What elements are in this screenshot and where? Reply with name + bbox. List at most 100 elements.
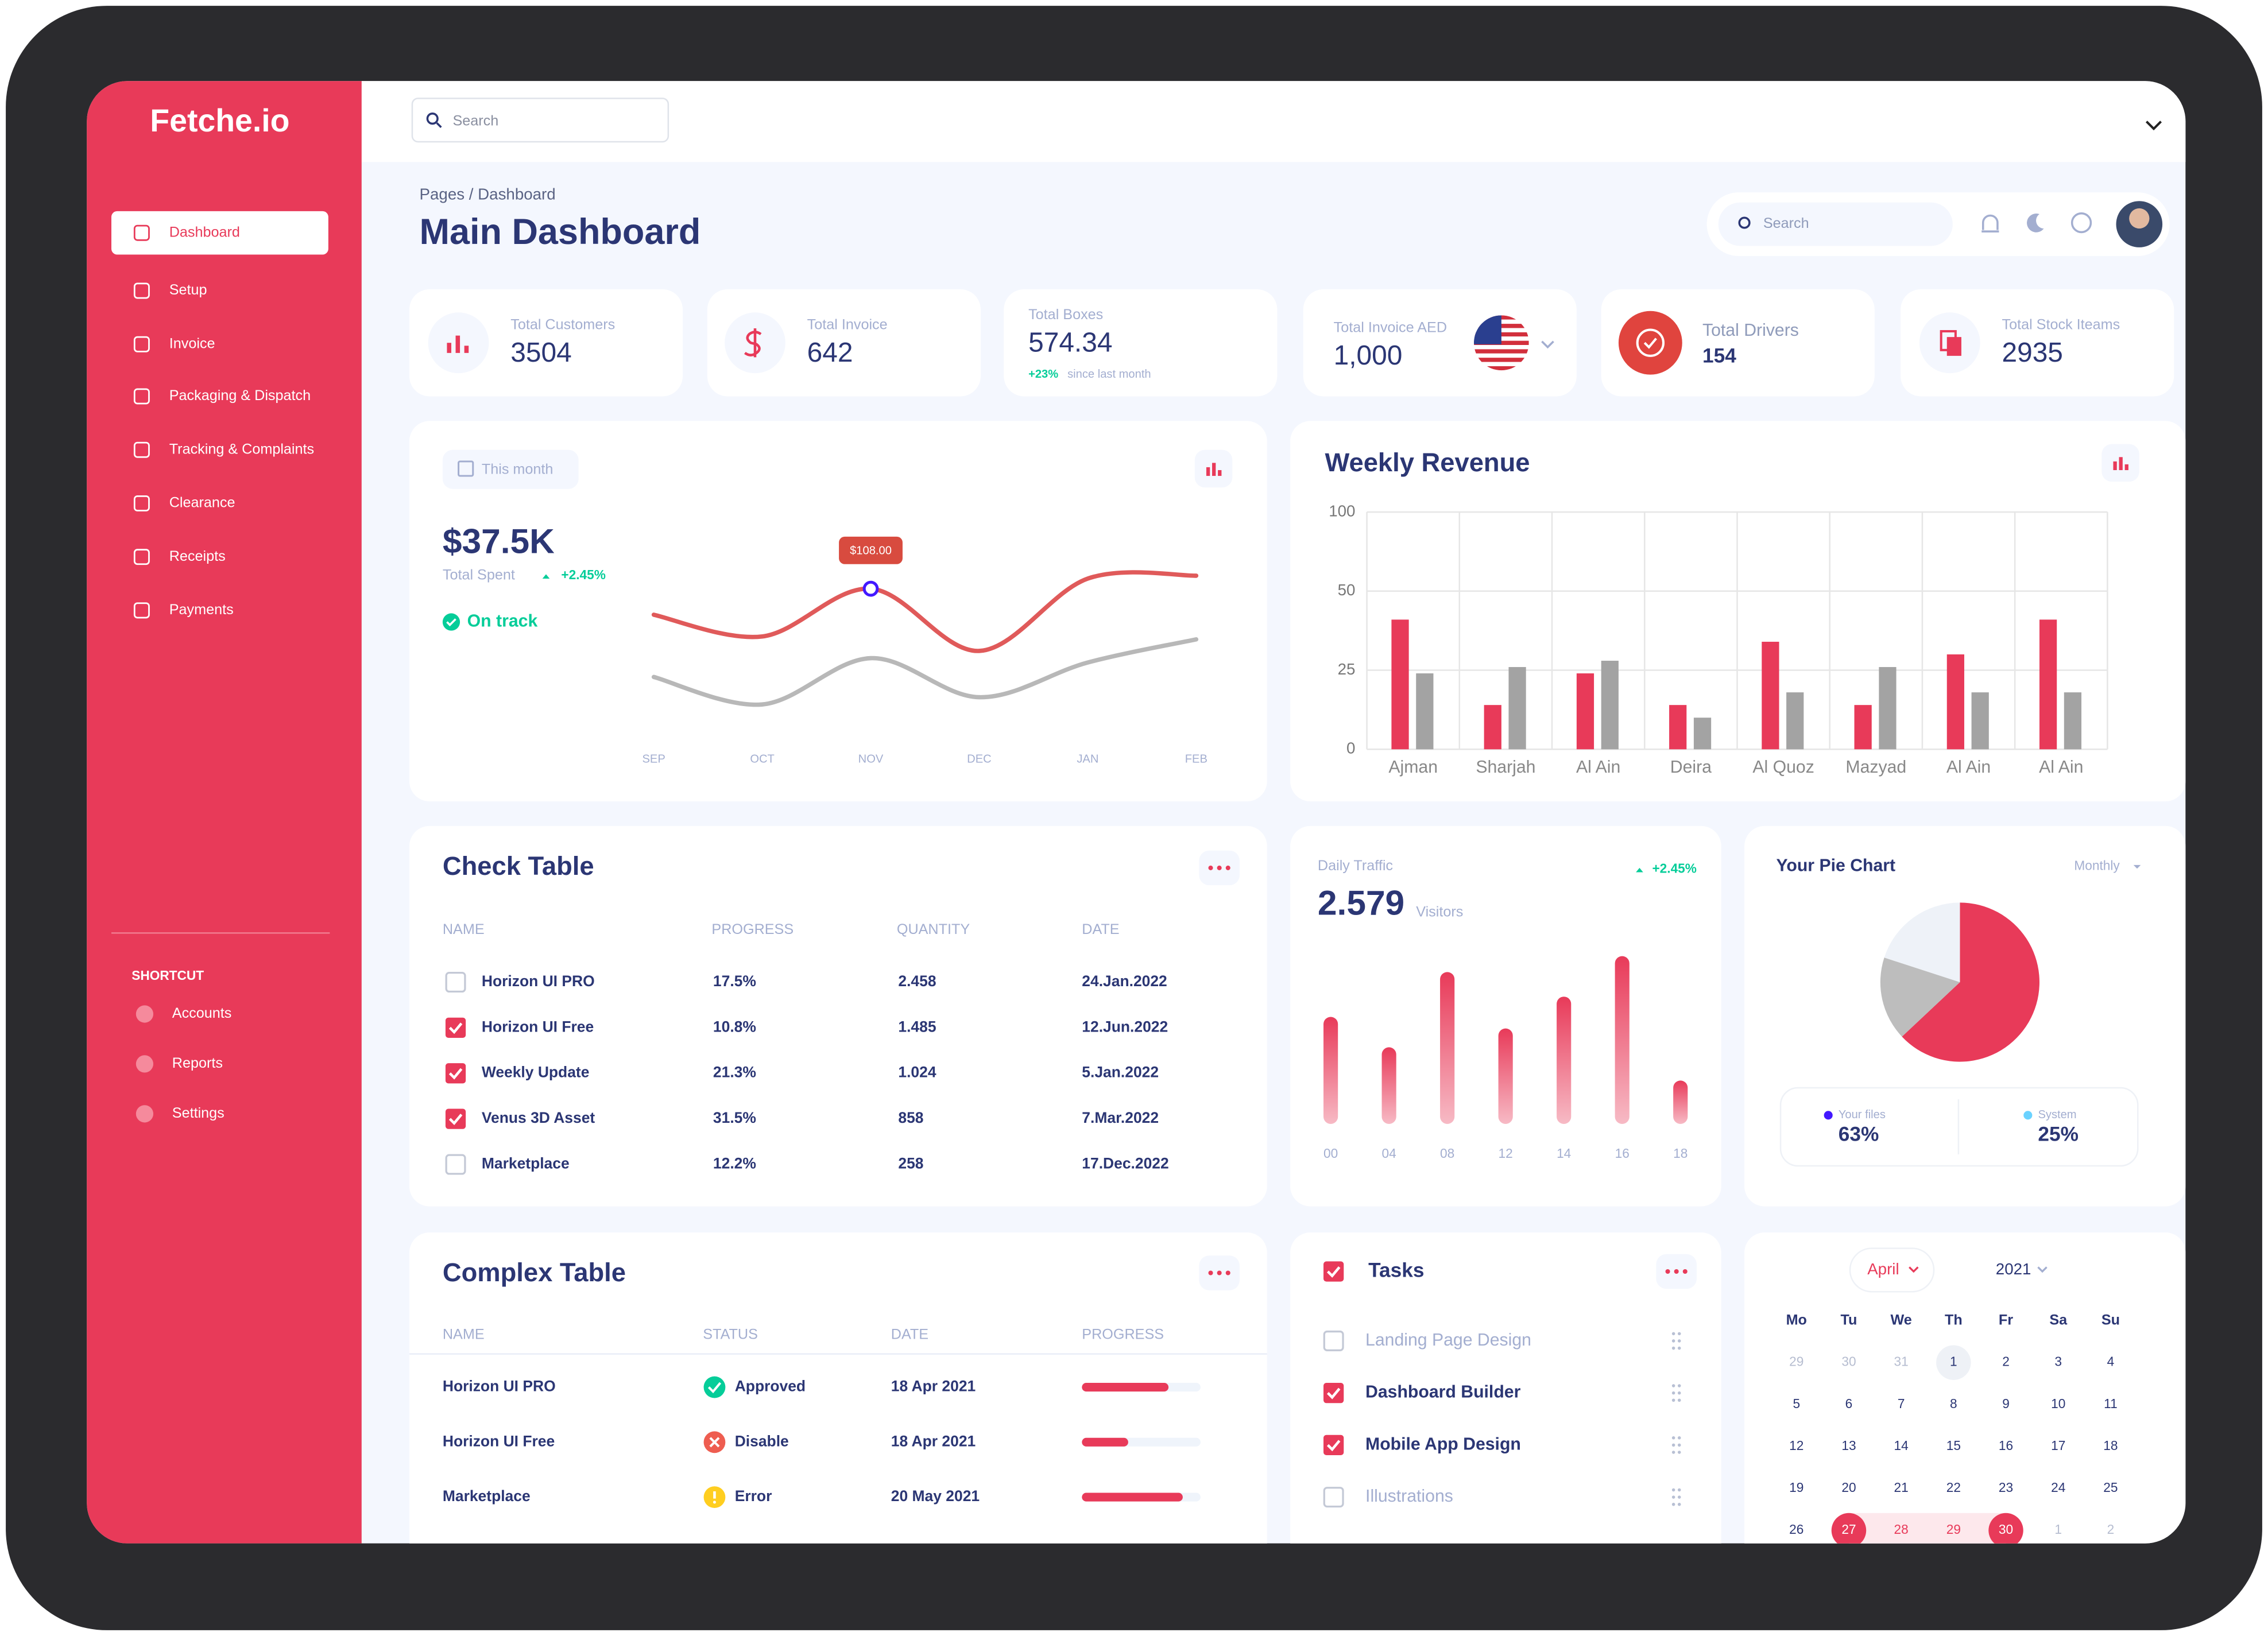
calendar-day[interactable]: 18	[2103, 1438, 2118, 1453]
checkbox[interactable]	[445, 1108, 466, 1129]
shortcut-item[interactable]: Reports	[172, 1055, 223, 1071]
checkbox[interactable]	[1323, 1383, 1344, 1404]
weekday: Th	[1945, 1312, 1963, 1328]
shortcut-icon	[136, 1005, 154, 1023]
calendar-day[interactable]: 9	[2002, 1396, 2010, 1411]
bar	[1391, 619, 1409, 750]
calendar-day[interactable]: 13	[1841, 1438, 1856, 1453]
checkbox[interactable]	[1323, 1330, 1344, 1351]
calendar-day[interactable]: 1	[1950, 1354, 1957, 1369]
checkbox[interactable]	[1323, 1487, 1344, 1508]
nav-item[interactable]: Payments	[169, 602, 234, 618]
y-tick-label: 25	[1338, 660, 1356, 678]
flag-dropdown[interactable]	[1541, 340, 1554, 349]
cell: Marketplace	[482, 1154, 570, 1172]
stat-label: Total Drivers	[1702, 321, 1799, 340]
calendar-day[interactable]: 24	[2051, 1480, 2065, 1495]
checkbox[interactable]	[1323, 1435, 1344, 1456]
drag-handle-dot	[1671, 1488, 1675, 1492]
nav-icon	[133, 549, 150, 565]
calendar-day[interactable]: 22	[1946, 1480, 1961, 1495]
checkbox[interactable]	[445, 1017, 466, 1038]
x-tick-label: Ajman	[1388, 758, 1438, 777]
calendar-day[interactable]: 5	[1793, 1396, 1800, 1411]
status-icon	[442, 613, 460, 631]
task-label: Illustrations	[1365, 1487, 1453, 1506]
header-search[interactable]	[1718, 202, 1953, 246]
shortcut-item[interactable]: Settings	[172, 1105, 225, 1121]
nav-item[interactable]: Dashboard	[169, 224, 240, 240]
top-search-placeholder: Search	[452, 113, 498, 129]
calendar-day[interactable]: 12	[1789, 1438, 1803, 1453]
menu-dot	[1217, 865, 1222, 870]
calendar-day[interactable]: 11	[2104, 1396, 2118, 1411]
calendar-day[interactable]: 29	[1789, 1354, 1803, 1369]
calendar-day[interactable]: 21	[1894, 1480, 1909, 1495]
shortcut-item[interactable]: Accounts	[172, 1005, 232, 1021]
calendar-day[interactable]: 27	[1841, 1522, 1856, 1537]
calendar-day[interactable]: 14	[1894, 1438, 1909, 1453]
menu-dot	[1665, 1269, 1670, 1274]
today-marker	[1936, 1345, 1971, 1380]
nav-active[interactable]	[111, 211, 328, 255]
calendar-day[interactable]: 25	[2103, 1480, 2118, 1495]
nav-item[interactable]: Invoice	[169, 335, 215, 351]
calendar-day[interactable]: 10	[2051, 1396, 2065, 1411]
calendar-day[interactable]: 2	[2002, 1354, 2010, 1369]
calendar-day[interactable]: 23	[1999, 1480, 2013, 1495]
period-button[interactable]	[442, 449, 579, 489]
checkbox[interactable]	[445, 971, 466, 993]
drag-handle-dot	[1671, 1443, 1675, 1447]
nav-item[interactable]: Receipts	[169, 548, 226, 564]
calendar-day[interactable]: 6	[1845, 1396, 1853, 1411]
bell-icon[interactable]	[1981, 214, 1999, 232]
bar	[1879, 667, 1897, 750]
moon-icon[interactable]	[2027, 213, 2044, 232]
bar	[1323, 1017, 1338, 1124]
calendar-day[interactable]: 2	[2107, 1522, 2115, 1537]
weekday: Tu	[1841, 1312, 1857, 1328]
month-select[interactable]	[1849, 1247, 1935, 1293]
calendar-year[interactable]: 2021	[1996, 1260, 2031, 1278]
x-tick-label: 04	[1382, 1146, 1396, 1161]
chart-button-bar	[1218, 470, 1222, 476]
tasks-title: Tasks	[1368, 1259, 1424, 1281]
calendar-day[interactable]: 16	[1999, 1438, 2013, 1453]
calendar-day[interactable]: 20	[1841, 1480, 1856, 1495]
calendar-day[interactable]: 31	[1894, 1354, 1909, 1369]
nav-item[interactable]: Packaging & Dispatch	[169, 387, 311, 404]
checkbox[interactable]	[1323, 1261, 1344, 1282]
cell: Venus 3D Asset	[482, 1109, 595, 1126]
calendar-day[interactable]: 19	[1789, 1480, 1803, 1495]
period-select[interactable]: Monthly	[2074, 858, 2120, 873]
card	[409, 289, 683, 397]
x-tick-label: Sharjah	[1476, 758, 1535, 777]
stat-icon-bar	[447, 343, 451, 353]
calendar-day[interactable]: 29	[1946, 1522, 1961, 1537]
nav-item[interactable]: Setup	[169, 282, 207, 298]
calendar-day[interactable]: 26	[1789, 1522, 1803, 1537]
stat-value: 154	[1702, 345, 1736, 367]
calendar-day[interactable]: 3	[2054, 1354, 2062, 1369]
avatar-face	[2129, 208, 2150, 229]
calendar-day[interactable]: 17	[2051, 1438, 2065, 1453]
calendar-day[interactable]: 7	[1898, 1396, 1905, 1411]
calendar-day[interactable]: 30	[1999, 1522, 2013, 1537]
calendar-day[interactable]: 4	[2107, 1354, 2115, 1369]
nav-item[interactable]: Clearance	[169, 495, 235, 511]
calendar-day[interactable]: 1	[2054, 1522, 2062, 1537]
x-tick-label: 16	[1615, 1146, 1630, 1161]
stat-icon-bar	[455, 335, 460, 353]
top-search[interactable]	[411, 98, 669, 143]
calendar-day[interactable]: 15	[1946, 1438, 1961, 1453]
info-icon[interactable]	[2070, 212, 2092, 234]
x-tick-label: 00	[1323, 1146, 1338, 1161]
calendar-day[interactable]: 28	[1894, 1522, 1909, 1537]
calendar-day[interactable]: 8	[1950, 1396, 1957, 1411]
nav-item[interactable]: Tracking & Complaints	[169, 441, 314, 457]
checkbox[interactable]	[445, 1154, 466, 1175]
stat-change: +23%	[1028, 368, 1058, 381]
calendar-day[interactable]: 30	[1841, 1354, 1856, 1369]
checkbox[interactable]	[445, 1063, 466, 1084]
chart-button-bar	[2119, 457, 2123, 470]
